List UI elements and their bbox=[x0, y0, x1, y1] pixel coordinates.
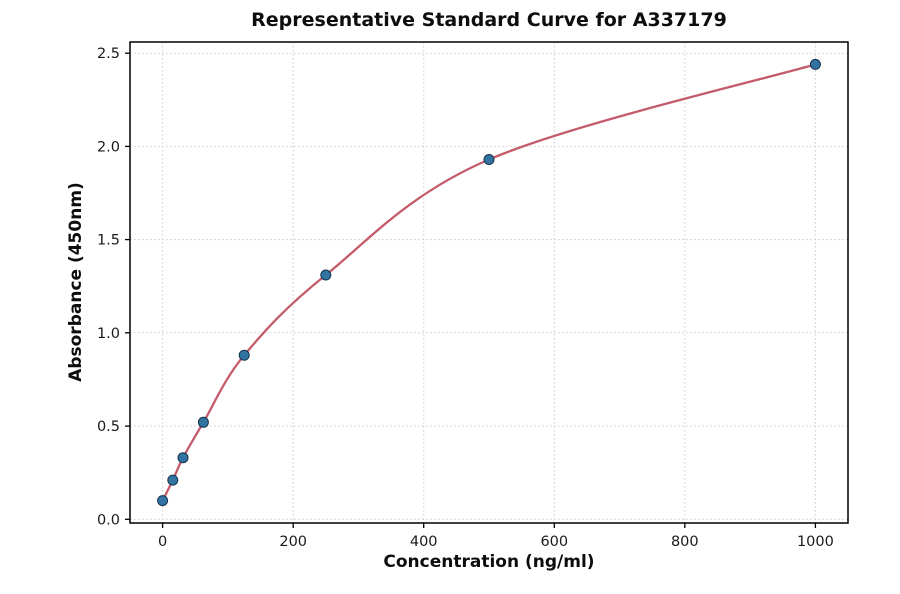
y-tick-label: 0.0 bbox=[97, 512, 120, 528]
x-tick-label: 600 bbox=[540, 534, 568, 550]
data-point bbox=[320, 269, 332, 281]
data-point bbox=[483, 154, 495, 165]
data-point bbox=[167, 474, 179, 486]
y-tick-label: 1.0 bbox=[97, 326, 120, 342]
y-tick-label: 2.0 bbox=[97, 139, 120, 155]
data-point bbox=[177, 452, 189, 464]
y-tick-label: 1.5 bbox=[97, 233, 120, 249]
chart-title: Representative Standard Curve for A33717… bbox=[251, 9, 727, 31]
x-tick-label: 200 bbox=[279, 534, 307, 550]
data-point bbox=[197, 416, 209, 428]
plot-border bbox=[129, 41, 849, 524]
y-tick-label: 2.5 bbox=[97, 46, 120, 62]
data-point bbox=[157, 495, 169, 507]
data-point bbox=[809, 58, 821, 70]
x-tick-label: 800 bbox=[671, 534, 699, 550]
fit-curve bbox=[161, 63, 817, 502]
x-axis-label: Concentration (ng/ml) bbox=[383, 552, 595, 572]
y-tick-label: 0.5 bbox=[97, 419, 120, 435]
x-tick-label: 1000 bbox=[797, 534, 834, 550]
x-tick-label: 400 bbox=[410, 534, 438, 550]
data-point bbox=[238, 349, 250, 361]
x-tick-label: 0 bbox=[158, 534, 167, 550]
